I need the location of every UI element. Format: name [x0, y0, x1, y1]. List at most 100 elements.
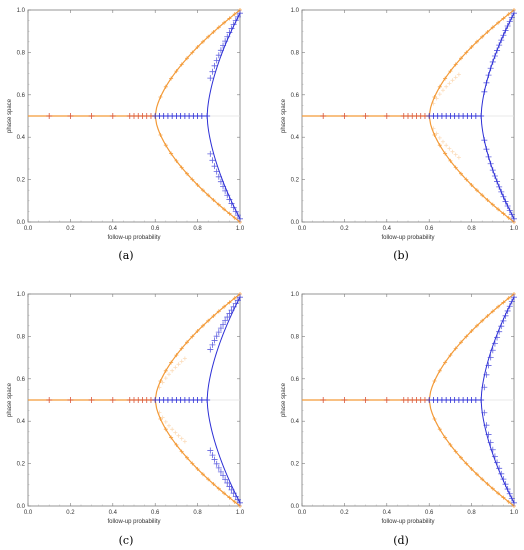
- orange-marker: [448, 158, 453, 163]
- blue-marker: [506, 18, 513, 25]
- blue-marker: [237, 10, 243, 17]
- y-tick-label: 1.0: [291, 292, 300, 298]
- orange-marker-faint: [157, 410, 162, 415]
- orange-marker-faint: [176, 362, 181, 367]
- orange-marker-faint: [450, 78, 455, 83]
- x-tick-label: 0.8: [193, 226, 202, 232]
- y-axis-title: phase space: [7, 382, 13, 417]
- orange-marker: [443, 360, 448, 365]
- orange-marker: [227, 16, 232, 21]
- x-axis-title: follow-up probability: [107, 519, 160, 525]
- x-tick-label: 0.0: [24, 510, 33, 516]
- blue-marker: [232, 493, 239, 500]
- red-marker: [362, 113, 369, 119]
- panel-caption-c: (c): [119, 534, 134, 547]
- blue-marker: [211, 337, 218, 344]
- y-tick-label: 0.0: [17, 504, 26, 510]
- blue-marker: [213, 57, 220, 64]
- orange-marker: [158, 379, 163, 383]
- orange-marker: [459, 56, 463, 61]
- orange-marker: [501, 300, 506, 305]
- blue-marker: [215, 173, 222, 180]
- y-tick-label: 0.4: [291, 135, 300, 141]
- blue-marker: [506, 303, 513, 310]
- blue-marker: [487, 439, 494, 446]
- blue-marker: [489, 446, 496, 453]
- blue-marker: [211, 163, 218, 170]
- blue-marker: [481, 88, 488, 95]
- blue-marker: [494, 47, 501, 54]
- blue-marker: [237, 294, 243, 301]
- blue-marker: [491, 453, 498, 460]
- blue-upper-branch: [206, 296, 241, 401]
- red-marker: [341, 397, 348, 403]
- y-tick-label: 0.0: [17, 220, 26, 226]
- orange-marker: [432, 417, 437, 421]
- orange-marker-faint: [437, 135, 442, 140]
- blue-marker: [478, 397, 485, 403]
- y-tick-label: 0.8: [17, 50, 26, 56]
- y-tick-label: 0.0: [291, 220, 300, 226]
- orange-marker: [459, 455, 463, 460]
- orange-marker-faint: [179, 436, 184, 441]
- blue-marker: [504, 486, 511, 493]
- orange-marker-faint: [179, 359, 184, 364]
- blue-marker: [234, 13, 241, 20]
- orange-marker: [200, 472, 205, 477]
- orange-marker-faint: [166, 372, 171, 377]
- blue-marker: [220, 472, 227, 479]
- blue-marker: [508, 211, 515, 218]
- blue-marker: [483, 79, 490, 86]
- orange-marker: [227, 300, 232, 305]
- y-tick-label: 1.0: [17, 8, 26, 14]
- blue-marker: [222, 38, 229, 45]
- red-marker: [320, 113, 327, 119]
- red-marker: [383, 397, 390, 403]
- orange-marker-faint: [447, 146, 452, 151]
- orange-marker: [485, 313, 490, 318]
- orange-marker-faint: [163, 376, 168, 381]
- orange-marker: [437, 143, 442, 148]
- orange-marker: [437, 427, 442, 432]
- blue-marker: [228, 25, 235, 32]
- orange-marker: [448, 442, 453, 447]
- y-tick-label: 0.2: [291, 178, 300, 184]
- orange-marker: [432, 379, 437, 383]
- orange-marker: [469, 466, 474, 471]
- orange-marker: [485, 198, 490, 203]
- orange-marker: [490, 202, 495, 207]
- blue-marker: [478, 113, 485, 119]
- orange-marker: [158, 417, 163, 421]
- orange-marker: [453, 449, 458, 454]
- blue-marker: [226, 310, 233, 317]
- blue-marker: [496, 465, 503, 472]
- blue-marker: [481, 384, 488, 391]
- orange-marker: [490, 486, 495, 491]
- red-marker: [46, 113, 53, 119]
- orange-marker: [211, 198, 216, 203]
- orange-marker: [206, 318, 211, 323]
- blue-marker: [491, 53, 498, 60]
- orange-marker: [174, 158, 179, 163]
- blue-marker: [508, 495, 515, 502]
- orange-marker: [469, 329, 474, 334]
- blue-marker: [209, 68, 216, 75]
- orange-marker: [222, 491, 227, 496]
- blue-marker: [215, 52, 222, 59]
- orange-marker-faint: [160, 415, 165, 420]
- orange-marker: [501, 16, 506, 21]
- orange-marker: [480, 34, 485, 39]
- orange-marker-faint: [182, 356, 187, 361]
- red-marker: [88, 397, 95, 403]
- y-tick-label: 1.0: [17, 292, 26, 298]
- blue-marker: [487, 354, 494, 361]
- blue-marker: [228, 200, 235, 207]
- blue-marker: [224, 314, 231, 321]
- orange-marker: [190, 50, 195, 55]
- blue-lower-branch: [206, 399, 241, 504]
- blue-marker: [207, 150, 214, 157]
- orange-marker: [163, 143, 168, 148]
- blue-marker: [207, 346, 214, 353]
- blue-marker: [494, 459, 501, 466]
- y-tick-label: 0.4: [17, 135, 26, 141]
